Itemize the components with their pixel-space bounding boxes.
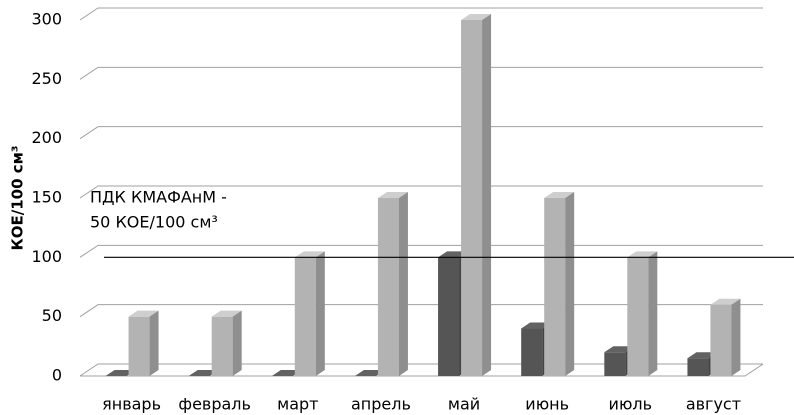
bar-top <box>627 251 658 258</box>
x-tick-label: май <box>448 395 480 414</box>
plot <box>79 7 764 377</box>
bar-top <box>461 14 492 20</box>
y-axis-label: КОЕ/100 см³ <box>9 146 27 251</box>
bar-top <box>105 370 136 376</box>
bar-side <box>315 251 325 376</box>
grid-line <box>79 126 763 140</box>
x-tick-label: апрель <box>351 395 411 414</box>
bar-side <box>565 192 575 376</box>
grid-line <box>79 7 763 21</box>
bar-front <box>377 198 399 376</box>
bar <box>188 370 219 376</box>
x-tick-label: июль <box>609 395 653 414</box>
bar <box>377 192 408 376</box>
bar-front <box>438 257 460 376</box>
bar-top <box>294 251 325 258</box>
bar-front <box>521 328 543 376</box>
grid-line <box>79 304 763 318</box>
bar-top <box>544 192 575 198</box>
x-tick-label: январь <box>102 395 161 414</box>
bar-top <box>521 322 552 329</box>
bar-front <box>544 198 566 376</box>
annotation: 50 КОЕ/100 см³ <box>90 213 218 232</box>
bar-side <box>482 14 492 376</box>
bar-front <box>710 304 732 376</box>
grid-line <box>79 66 763 80</box>
bar <box>271 370 302 376</box>
x-tick-label: март <box>277 395 318 414</box>
bar-side <box>648 251 658 376</box>
bar <box>544 192 575 376</box>
grid-line <box>79 244 763 258</box>
y-tick-label: 200 <box>31 128 62 147</box>
bar <box>354 370 385 376</box>
grid-line <box>79 185 763 199</box>
bar <box>211 310 242 376</box>
y-tick-label: 250 <box>31 69 62 88</box>
bar <box>710 298 741 376</box>
bar-top <box>377 192 408 198</box>
bar-front <box>128 316 150 376</box>
bar <box>128 310 159 376</box>
bar <box>294 251 325 376</box>
bar-front <box>294 257 316 376</box>
bar-top <box>438 251 469 258</box>
bar <box>105 370 136 376</box>
bar <box>627 251 658 376</box>
bar-front <box>627 257 649 376</box>
bar-front <box>211 316 233 376</box>
floor <box>80 363 764 377</box>
bar-top <box>354 370 385 376</box>
x-tick-label: февраль <box>178 395 251 414</box>
bar-front <box>604 352 626 376</box>
annotation: ПДК КМАФАнМ - <box>90 188 227 207</box>
bar-side <box>398 192 408 376</box>
bar-top <box>211 310 242 317</box>
bar-side <box>149 310 159 376</box>
bar-top <box>710 298 741 305</box>
bar-top <box>271 370 302 376</box>
x-tick-label: август <box>686 395 741 414</box>
y-tick-label: 150 <box>31 188 62 207</box>
y-tick-label: 100 <box>31 247 62 266</box>
bar <box>461 14 492 376</box>
bar-top <box>604 346 635 353</box>
bar-top <box>188 370 219 376</box>
bar-front <box>461 20 483 376</box>
bar-side <box>731 298 741 376</box>
y-tick-label: 50 <box>42 306 62 325</box>
bar-side <box>232 310 242 376</box>
bar-top <box>128 310 159 317</box>
grid-line <box>79 363 763 377</box>
bar-top <box>687 352 718 359</box>
bar-front <box>687 358 709 376</box>
y-tick-label: 0 <box>52 366 62 385</box>
y-tick-label: 300 <box>31 10 62 29</box>
x-tick-label: июнь <box>525 395 569 414</box>
